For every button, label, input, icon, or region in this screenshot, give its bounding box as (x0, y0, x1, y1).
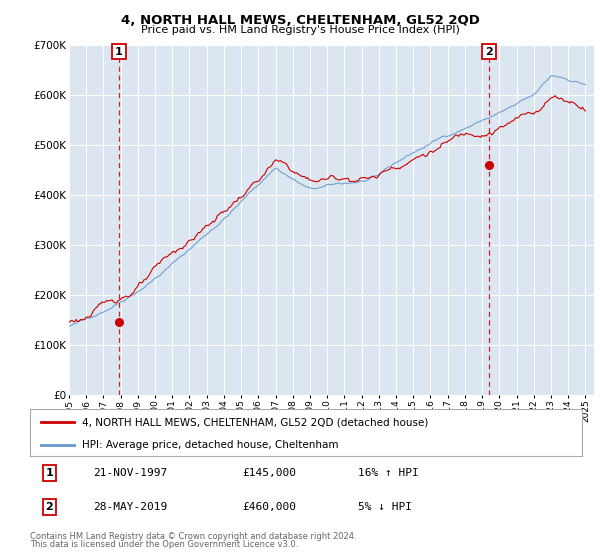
Text: 1: 1 (46, 468, 53, 478)
Text: 4, NORTH HALL MEWS, CHELTENHAM, GL52 2QD: 4, NORTH HALL MEWS, CHELTENHAM, GL52 2QD (121, 14, 479, 27)
Text: This data is licensed under the Open Government Licence v3.0.: This data is licensed under the Open Gov… (30, 540, 298, 549)
Text: £145,000: £145,000 (242, 468, 296, 478)
Text: 4, NORTH HALL MEWS, CHELTENHAM, GL52 2QD (detached house): 4, NORTH HALL MEWS, CHELTENHAM, GL52 2QD… (82, 417, 429, 427)
Text: Contains HM Land Registry data © Crown copyright and database right 2024.: Contains HM Land Registry data © Crown c… (30, 532, 356, 541)
Text: HPI: Average price, detached house, Cheltenham: HPI: Average price, detached house, Chel… (82, 440, 339, 450)
Text: 21-NOV-1997: 21-NOV-1997 (94, 468, 168, 478)
Text: Price paid vs. HM Land Registry's House Price Index (HPI): Price paid vs. HM Land Registry's House … (140, 25, 460, 35)
Text: 2: 2 (485, 46, 493, 57)
Text: 5% ↓ HPI: 5% ↓ HPI (358, 502, 412, 512)
Text: 16% ↑ HPI: 16% ↑ HPI (358, 468, 419, 478)
Text: 28-MAY-2019: 28-MAY-2019 (94, 502, 168, 512)
Text: 1: 1 (115, 46, 123, 57)
Text: 2: 2 (46, 502, 53, 512)
Text: £460,000: £460,000 (242, 502, 296, 512)
